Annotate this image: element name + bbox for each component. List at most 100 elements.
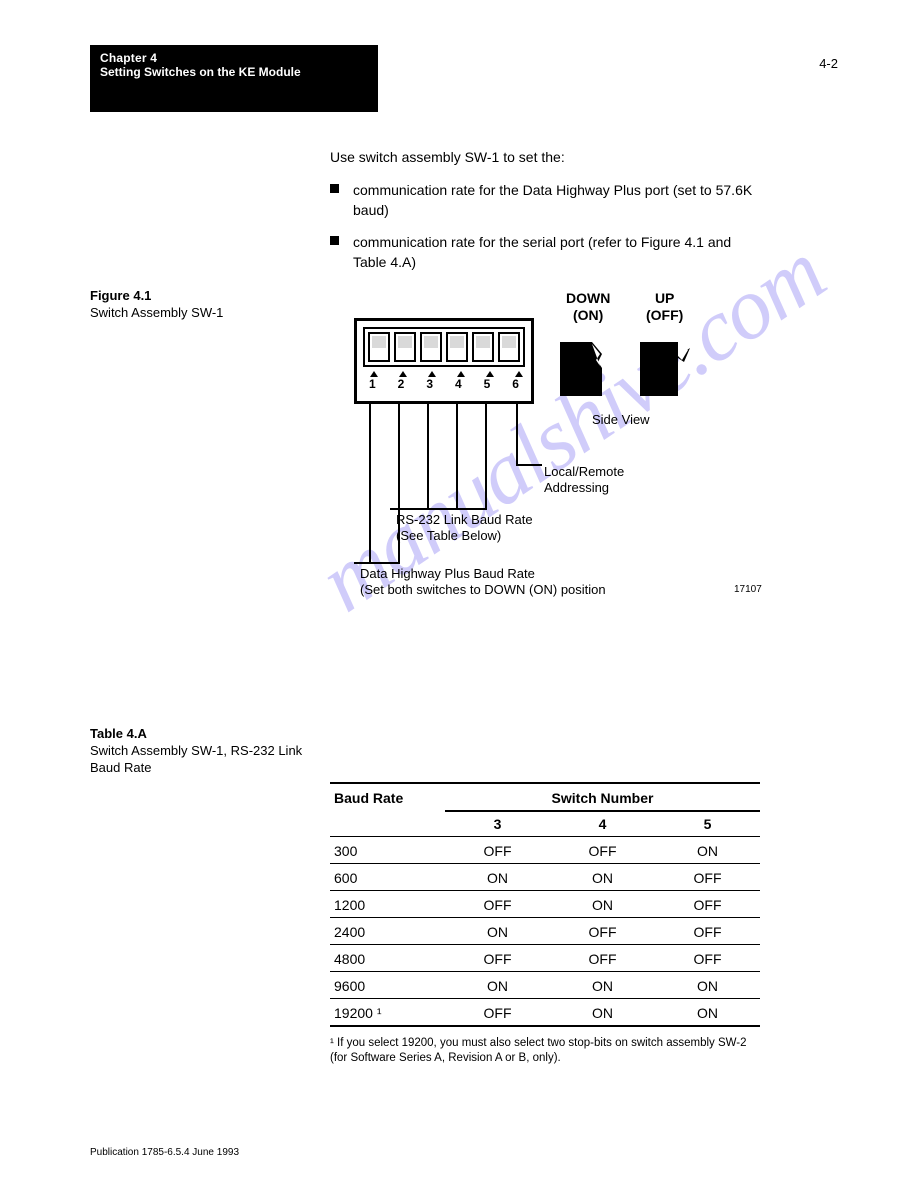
table-1-caption: Table 4.A Switch Assembly SW-1, RS-232 L… bbox=[90, 726, 310, 777]
arrow-up-icon bbox=[370, 371, 378, 377]
table-row: 2400ONOFFOFF bbox=[330, 918, 760, 945]
callout-local-remote: Local/Remote Addressing bbox=[544, 464, 624, 497]
cell-switch: OFF bbox=[445, 951, 550, 967]
num-2: 2 bbox=[398, 377, 405, 391]
table-row: 300OFFOFFON bbox=[330, 837, 760, 864]
num-3: 3 bbox=[426, 377, 433, 391]
cell-switch: OFF bbox=[445, 1005, 550, 1021]
dip-switch-diagram: 1 2 3 4 5 6 DOWN (ON) UP (OFF) Side View bbox=[330, 290, 760, 620]
arrow-up-icon bbox=[457, 371, 465, 377]
arrow-up-icon bbox=[486, 371, 494, 377]
sub-5: 5 bbox=[655, 816, 760, 832]
chapter-header-box: Chapter 4 Setting Switches on the KE Mod… bbox=[90, 45, 378, 112]
col-switch-number: Switch Number bbox=[445, 790, 760, 806]
cell-switch: OFF bbox=[445, 897, 550, 913]
num-6: 6 bbox=[512, 377, 519, 391]
bullet-square-icon bbox=[330, 184, 339, 193]
figure-ref-number: 17107 bbox=[734, 584, 762, 595]
page-number: 4-2 bbox=[819, 56, 838, 71]
cell-rate: 2400 bbox=[330, 924, 445, 940]
line bbox=[516, 464, 542, 466]
arrow-up-icon bbox=[399, 371, 407, 377]
bullet-2: communication rate for the serial port (… bbox=[330, 232, 760, 273]
line bbox=[456, 404, 458, 510]
line bbox=[390, 508, 487, 510]
switch-profile-down-icon bbox=[558, 332, 618, 398]
cell-switch: OFF bbox=[655, 897, 760, 913]
chapter-label: Chapter 4 bbox=[100, 51, 368, 65]
cell-rate: 19200 ¹ bbox=[330, 1005, 445, 1021]
switch-2 bbox=[394, 332, 416, 362]
cell-switch: ON bbox=[550, 1005, 655, 1021]
cell-switch: ON bbox=[445, 870, 550, 886]
switch-1 bbox=[368, 332, 390, 362]
publication-info: Publication 1785-6.5.4 June 1993 bbox=[90, 1147, 239, 1158]
table-row: 1200OFFONOFF bbox=[330, 891, 760, 918]
bullet-1: communication rate for the Data Highway … bbox=[330, 180, 760, 221]
figure-1-num: Figure 4.1 bbox=[90, 288, 290, 305]
num-4: 4 bbox=[455, 377, 462, 391]
table-1-num: Table 4.A bbox=[90, 726, 310, 743]
line bbox=[485, 404, 487, 510]
cell-switch: OFF bbox=[655, 951, 760, 967]
arrow-up-icon bbox=[515, 371, 523, 377]
intro-text: Use switch assembly SW-1 to set the: bbox=[330, 148, 760, 168]
table-1-title: Switch Assembly SW-1, RS-232 Link Baud R… bbox=[90, 743, 310, 777]
switch-4 bbox=[446, 332, 468, 362]
cell-switch: OFF bbox=[655, 924, 760, 940]
cell-switch: OFF bbox=[445, 843, 550, 859]
num-5: 5 bbox=[484, 377, 491, 391]
cell-switch: OFF bbox=[550, 843, 655, 859]
up-label: UP (OFF) bbox=[646, 290, 683, 324]
page: manualshive.com Chapter 4 Setting Switch… bbox=[0, 0, 918, 1188]
table-row: 19200 ¹OFFONON bbox=[330, 999, 760, 1027]
figure-1-caption: Figure 4.1 Switch Assembly SW-1 bbox=[90, 288, 290, 322]
table-row: 9600ONONON bbox=[330, 972, 760, 999]
cell-switch: ON bbox=[445, 978, 550, 994]
switch-profile-up-icon bbox=[638, 332, 698, 398]
cell-switch: ON bbox=[550, 978, 655, 994]
line bbox=[516, 404, 518, 466]
footnote: ¹ If you select 19200, you must also sel… bbox=[330, 1036, 760, 1066]
table-header-row: Baud Rate Switch Number bbox=[330, 782, 760, 810]
col-baud-rate: Baud Rate bbox=[330, 790, 445, 806]
switch-numbers: 1 2 3 4 5 6 bbox=[363, 377, 525, 391]
bullet-square-icon bbox=[330, 236, 339, 245]
cell-switch: ON bbox=[550, 897, 655, 913]
switch-6 bbox=[498, 332, 520, 362]
callout-dhplus: Data Highway Plus Baud Rate (Set both sw… bbox=[360, 566, 606, 599]
baud-rate-table: Baud Rate Switch Number 3 4 5 300OFFOFFO… bbox=[330, 782, 760, 1027]
sub-3: 3 bbox=[445, 816, 550, 832]
bullet-2-text: communication rate for the serial port (… bbox=[353, 232, 760, 273]
cell-rate: 9600 bbox=[330, 978, 445, 994]
switch-3 bbox=[420, 332, 442, 362]
down-label: DOWN (ON) bbox=[566, 290, 610, 324]
callout-rs232: RS-232 Link Baud Rate (See Table Below) bbox=[396, 512, 533, 545]
table-row: 4800OFFOFFOFF bbox=[330, 945, 760, 972]
cell-switch: OFF bbox=[550, 951, 655, 967]
arrow-up-icon bbox=[428, 371, 436, 377]
chapter-title: Setting Switches on the KE Module bbox=[100, 65, 368, 79]
cell-rate: 600 bbox=[330, 870, 445, 886]
cell-switch: ON bbox=[655, 1005, 760, 1021]
table-subheader-row: 3 4 5 bbox=[330, 812, 760, 837]
side-view-label: Side View bbox=[592, 412, 650, 427]
cell-rate: 1200 bbox=[330, 897, 445, 913]
dip-housing: 1 2 3 4 5 6 bbox=[354, 318, 534, 404]
dip-switch-row bbox=[363, 327, 525, 367]
cell-rate: 4800 bbox=[330, 951, 445, 967]
cell-switch: ON bbox=[655, 978, 760, 994]
switch-5 bbox=[472, 332, 494, 362]
line bbox=[354, 562, 400, 564]
line bbox=[369, 404, 371, 564]
figure-1-title: Switch Assembly SW-1 bbox=[90, 305, 290, 322]
cell-switch: OFF bbox=[550, 924, 655, 940]
bullet-1-text: communication rate for the Data Highway … bbox=[353, 180, 760, 221]
intro-area: Use switch assembly SW-1 to set the: com… bbox=[330, 148, 760, 273]
num-1: 1 bbox=[369, 377, 376, 391]
table-body: 300OFFOFFON600ONONOFF1200OFFONOFF2400ONO… bbox=[330, 837, 760, 1027]
line bbox=[427, 404, 429, 510]
sub-4: 4 bbox=[550, 816, 655, 832]
cell-switch: ON bbox=[445, 924, 550, 940]
cell-switch: OFF bbox=[655, 870, 760, 886]
